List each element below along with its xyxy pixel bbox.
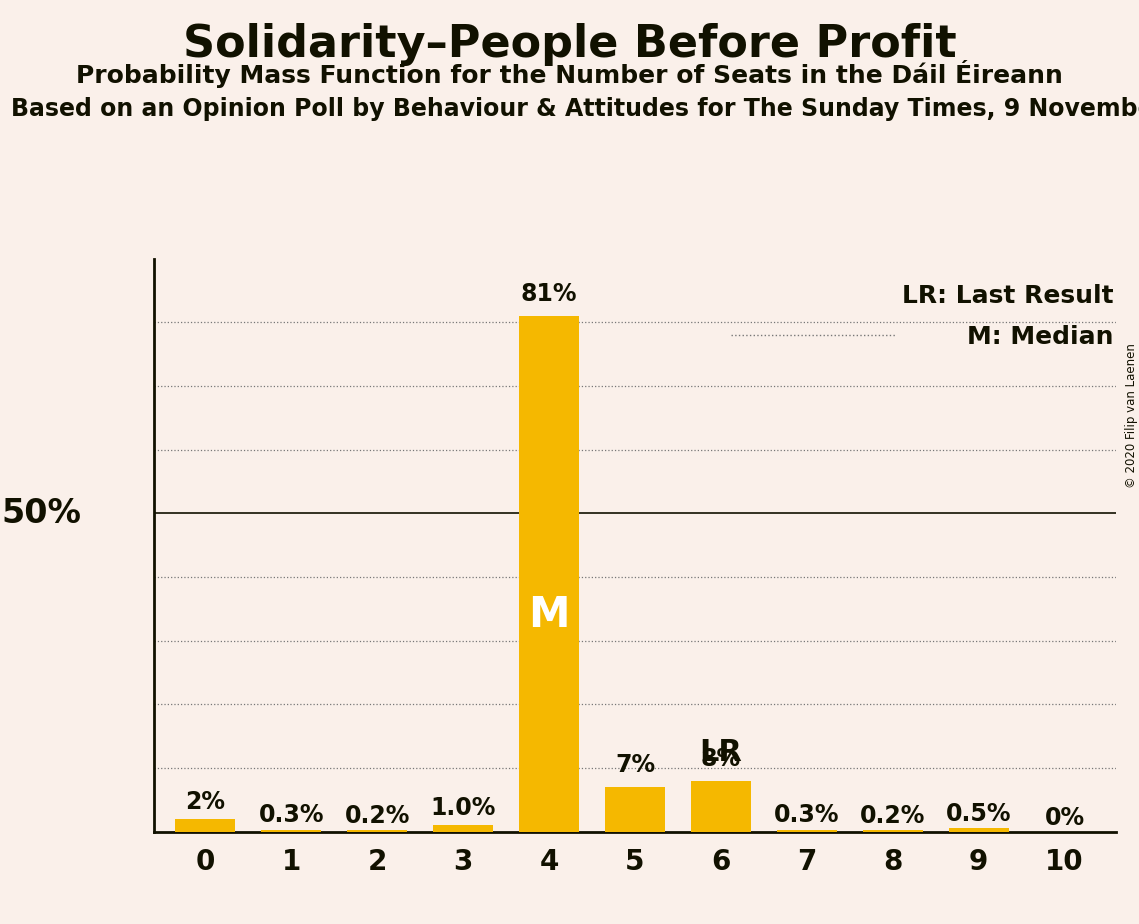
Text: Based on an Opinion Poll by Behaviour & Attitudes for The Sunday Times, 9 Novemb: Based on an Opinion Poll by Behaviour & … xyxy=(11,97,1139,121)
Text: 0.5%: 0.5% xyxy=(947,802,1011,826)
Text: 0%: 0% xyxy=(1044,806,1084,830)
Text: 8%: 8% xyxy=(700,748,741,772)
Text: 0.2%: 0.2% xyxy=(344,804,410,828)
Bar xyxy=(949,829,1009,832)
Text: LR: LR xyxy=(699,737,743,767)
Bar xyxy=(261,830,321,832)
Text: 50%: 50% xyxy=(1,497,82,529)
Text: M: Median: M: Median xyxy=(967,324,1113,348)
Text: 0.3%: 0.3% xyxy=(259,803,323,827)
Text: © 2020 Filip van Laenen: © 2020 Filip van Laenen xyxy=(1124,344,1138,488)
Text: Solidarity–People Before Profit: Solidarity–People Before Profit xyxy=(182,23,957,67)
Bar xyxy=(433,825,493,832)
Bar xyxy=(347,831,408,832)
Bar xyxy=(777,830,837,832)
Bar xyxy=(175,819,236,832)
Bar xyxy=(519,316,579,832)
Text: Probability Mass Function for the Number of Seats in the Dáil Éireann: Probability Mass Function for the Number… xyxy=(76,60,1063,88)
Text: M: M xyxy=(528,594,570,636)
Text: 7%: 7% xyxy=(615,753,655,777)
Text: 0.3%: 0.3% xyxy=(775,803,839,827)
Text: LR: Last Result: LR: Last Result xyxy=(902,285,1113,309)
Text: 1.0%: 1.0% xyxy=(431,796,495,821)
Text: 2%: 2% xyxy=(186,790,226,814)
Bar xyxy=(691,781,751,832)
Bar xyxy=(862,831,923,832)
Text: 0.2%: 0.2% xyxy=(860,804,926,828)
Text: 81%: 81% xyxy=(521,283,577,307)
Bar xyxy=(605,787,665,832)
